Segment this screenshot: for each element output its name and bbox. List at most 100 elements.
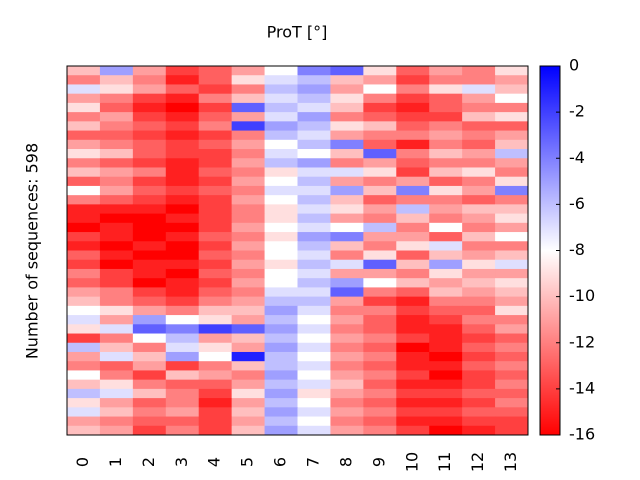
heatmap-cell bbox=[165, 167, 200, 178]
heatmap-cell bbox=[165, 305, 200, 316]
heatmap-cell bbox=[231, 324, 266, 335]
plot-frame bbox=[66, 65, 529, 436]
heatmap-cell bbox=[363, 139, 397, 150]
heatmap-cell bbox=[462, 139, 496, 150]
heatmap-cell bbox=[429, 149, 463, 159]
colorbar-tick-label: -4 bbox=[569, 148, 585, 167]
heatmap-cell bbox=[198, 149, 233, 159]
heatmap-cell bbox=[462, 149, 496, 159]
heatmap-cell bbox=[198, 93, 233, 104]
heatmap-cell bbox=[495, 315, 529, 325]
heatmap-cell bbox=[165, 351, 200, 362]
heatmap-cell bbox=[132, 416, 167, 427]
heatmap-cell bbox=[198, 112, 233, 122]
heatmap-cell bbox=[231, 75, 266, 85]
heatmap-cell bbox=[198, 250, 233, 261]
heatmap-cell bbox=[495, 287, 529, 298]
heatmap-cell bbox=[363, 278, 397, 288]
heatmap-cell bbox=[99, 287, 134, 298]
heatmap-cell bbox=[396, 75, 430, 85]
heatmap-cell bbox=[495, 407, 529, 418]
heatmap-cell bbox=[495, 305, 529, 316]
heatmap-cell bbox=[132, 425, 167, 436]
heatmap-cell bbox=[264, 93, 298, 104]
heatmap-cell bbox=[132, 351, 167, 362]
heatmap-cell bbox=[132, 250, 167, 261]
heatmap-cell bbox=[330, 333, 364, 344]
heatmap-cell bbox=[363, 342, 397, 353]
heatmap-cell bbox=[396, 315, 430, 325]
heatmap-cell bbox=[99, 158, 134, 168]
heatmap-cell bbox=[231, 204, 266, 215]
heatmap-cell bbox=[495, 416, 529, 427]
heatmap-cell bbox=[99, 149, 134, 159]
heatmap-cell bbox=[132, 112, 167, 122]
heatmap-cell bbox=[396, 112, 430, 122]
heatmap-cell bbox=[67, 232, 101, 242]
heatmap-cell bbox=[231, 93, 266, 104]
heatmap-cell bbox=[429, 333, 463, 344]
heatmap-cell bbox=[429, 176, 463, 187]
heatmap-cell bbox=[99, 250, 134, 261]
heatmap-cell bbox=[396, 370, 430, 381]
heatmap-cell bbox=[495, 351, 529, 362]
heatmap-cell bbox=[231, 370, 266, 381]
heatmap-cell bbox=[363, 185, 397, 196]
heatmap-cell bbox=[231, 84, 266, 95]
heatmap-cell bbox=[396, 185, 430, 196]
heatmap-cell bbox=[67, 351, 101, 362]
heatmap-cell bbox=[231, 176, 266, 187]
heatmap-cell bbox=[429, 351, 463, 362]
heatmap-cell bbox=[67, 213, 101, 224]
heatmap-cell bbox=[495, 241, 529, 251]
heatmap-cell bbox=[165, 213, 200, 224]
heatmap-cell bbox=[330, 167, 364, 178]
heatmap-cell bbox=[363, 232, 397, 242]
heatmap-cell bbox=[165, 333, 200, 344]
heatmap-cell bbox=[396, 324, 430, 335]
heatmap-cell bbox=[264, 241, 298, 251]
heatmap-cell bbox=[198, 176, 233, 187]
heatmap-cell bbox=[396, 379, 430, 390]
heatmap-cell bbox=[264, 232, 298, 242]
heatmap-cell bbox=[363, 149, 397, 159]
heatmap-cell bbox=[396, 130, 430, 141]
heatmap-cell bbox=[495, 130, 529, 141]
heatmap-cell bbox=[99, 370, 134, 381]
heatmap-cell bbox=[198, 388, 233, 399]
heatmap-cell bbox=[165, 102, 200, 113]
heatmap-cell bbox=[99, 278, 134, 288]
heatmap-cell bbox=[198, 324, 233, 335]
heatmap-cell bbox=[231, 268, 266, 279]
heatmap-cell bbox=[198, 158, 233, 168]
heatmap-cell bbox=[67, 158, 101, 168]
heatmap-cell bbox=[231, 130, 266, 141]
heatmap-cell bbox=[330, 416, 364, 427]
heatmap-cell bbox=[99, 268, 134, 279]
heatmap-cell bbox=[231, 139, 266, 150]
heatmap-cell bbox=[165, 342, 200, 353]
heatmap-cell bbox=[330, 305, 364, 316]
heatmap-cell bbox=[429, 232, 463, 242]
heatmap-cell bbox=[264, 185, 298, 196]
heatmap-cell bbox=[67, 130, 101, 141]
heatmap-cell bbox=[297, 268, 331, 279]
heatmap-cell bbox=[330, 370, 364, 381]
heatmap-cell bbox=[330, 268, 364, 279]
heatmap-cell bbox=[67, 149, 101, 159]
heatmap-cell bbox=[363, 425, 397, 436]
heatmap-cell bbox=[198, 342, 233, 353]
heatmap-cell bbox=[99, 342, 134, 353]
heatmap-cell bbox=[297, 388, 331, 399]
heatmap-cell bbox=[462, 176, 496, 187]
heatmap-cell bbox=[99, 324, 134, 335]
heatmap-cell bbox=[330, 361, 364, 371]
heatmap-cell bbox=[396, 425, 430, 436]
heatmap-cell bbox=[264, 84, 298, 95]
heatmap-cell bbox=[99, 112, 134, 122]
heatmap-cell bbox=[264, 370, 298, 381]
heatmap-cell bbox=[99, 259, 134, 270]
heatmap-cell bbox=[297, 278, 331, 288]
heatmap-cell bbox=[297, 305, 331, 316]
heatmap-cell bbox=[495, 204, 529, 215]
